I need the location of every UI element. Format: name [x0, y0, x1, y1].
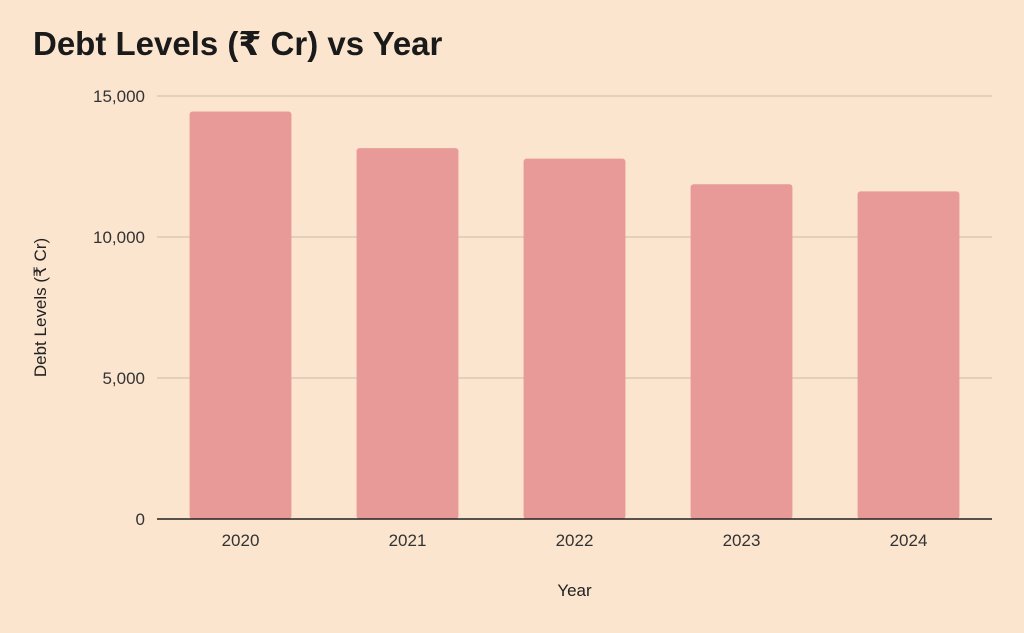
- x-tick-label: 2022: [556, 531, 594, 550]
- chart-title: Debt Levels (₹ Cr) vs Year: [33, 25, 443, 62]
- x-axis-title: Year: [557, 581, 592, 600]
- y-tick-label: 15,000: [93, 87, 145, 106]
- bar-2020: [189, 111, 292, 519]
- y-tick-label: 5,000: [102, 369, 145, 388]
- x-tick-label: 2020: [222, 531, 260, 550]
- bars: [189, 111, 960, 520]
- x-tick-label: 2024: [890, 531, 928, 550]
- y-tick-label: 0: [136, 510, 145, 529]
- y-tick-labels: 0 5,000 10,000 15,000: [93, 87, 145, 529]
- bar-2023: [690, 184, 793, 520]
- y-axis-title: Debt Levels (₹ Cr): [31, 238, 50, 377]
- y-tick-label: 10,000: [93, 228, 145, 247]
- x-tick-labels: 2020 2021 2022 2023 2024: [222, 531, 928, 550]
- x-tick-label: 2023: [723, 531, 761, 550]
- bar-2021: [356, 148, 459, 520]
- bar-2022: [523, 158, 626, 519]
- bar-2024: [857, 191, 960, 520]
- x-tick-label: 2021: [389, 531, 427, 550]
